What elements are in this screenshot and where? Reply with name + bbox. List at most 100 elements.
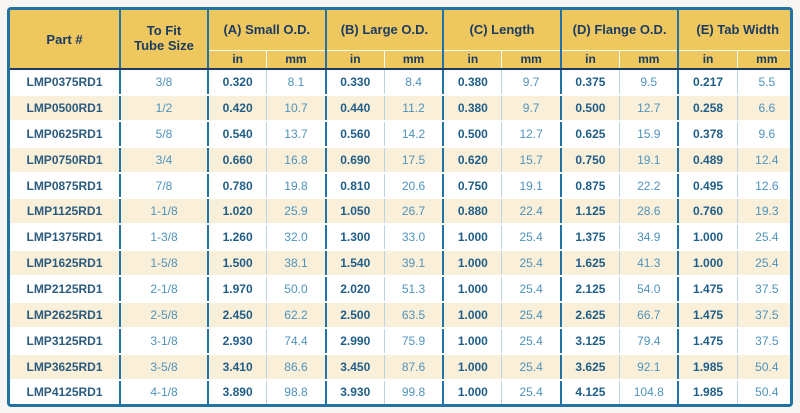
value-mm-cell: 19.3	[736, 198, 790, 226]
value-mm-cell: 5.5	[736, 69, 790, 96]
value-in-cell: 1.000	[442, 250, 502, 278]
value-mm-cell: 74.4	[266, 327, 326, 355]
unit-header-mm: mm	[736, 50, 790, 70]
value-mm-cell: 87.6	[383, 353, 444, 381]
value-mm-cell: 15.9	[619, 120, 679, 148]
value-in-cell: 1.000	[677, 250, 738, 278]
value-in-cell: 0.330	[324, 69, 385, 96]
value-mm-cell: 26.7	[383, 198, 444, 226]
value-mm-cell: 12.7	[619, 94, 679, 122]
value-in-cell: 1.000	[442, 327, 502, 355]
value-mm-cell: 33.0	[383, 224, 444, 252]
value-in-cell: 2.625	[559, 302, 620, 329]
part-number-cell: LMP0375RD1	[10, 69, 120, 96]
value-in-cell: 1.000	[442, 379, 502, 404]
value-mm-cell: 10.7	[266, 94, 326, 122]
value-in-cell: 1.050	[324, 198, 385, 226]
value-in-cell: 1.475	[677, 302, 738, 329]
value-in-cell: 0.380	[442, 69, 502, 96]
spec-table-container: Part # To Fit Tube Size (A) Small O.D. (…	[7, 7, 793, 407]
value-mm-cell: 22.2	[619, 172, 679, 200]
value-in-cell: 1.375	[559, 224, 620, 252]
table-row: LMP1375RD1 1-3/8 1.260 32.0 1.300 33.0 1.000 25…	[10, 224, 790, 252]
value-in-cell: 0.378	[677, 120, 738, 148]
part-number-cell: LMP0500RD1	[10, 94, 120, 122]
tube-size-cell: 5/8	[119, 120, 208, 148]
value-in-cell: 2.020	[324, 276, 385, 304]
part-number-cell: LMP1375RD1	[10, 224, 120, 252]
value-mm-cell: 51.3	[383, 276, 444, 304]
value-mm-cell: 79.4	[619, 327, 679, 355]
tube-size-label-line1: To Fit	[146, 23, 182, 39]
table-row: LMP1625RD1 1-5/8 1.500 38.1 1.540 39.1 1.000 25…	[10, 250, 790, 278]
column-header-part-number: Part #	[10, 10, 120, 70]
value-mm-cell: 34.9	[619, 224, 679, 252]
table-row: LMP3625RD1 3-5/8 3.410 86.6 3.450 87.6 1.000 25…	[10, 353, 790, 381]
tube-size-cell: 4-1/8	[119, 379, 208, 404]
value-mm-cell: 104.8	[619, 379, 679, 404]
value-mm-cell: 25.4	[736, 250, 790, 278]
value-mm-cell: 9.7	[501, 69, 561, 96]
value-in-cell: 0.420	[207, 94, 267, 122]
tube-size-cell: 3-5/8	[119, 353, 208, 381]
value-mm-cell: 25.4	[501, 302, 561, 329]
value-mm-cell: 37.5	[736, 302, 790, 329]
value-in-cell: 0.489	[677, 146, 738, 174]
table-row: LMP3125RD1 3-1/8 2.930 74.4 2.990 75.9 1.000 25…	[10, 327, 790, 355]
value-in-cell: 1.020	[207, 198, 267, 226]
column-header-group-large-od: (B) Large O.D.	[324, 10, 444, 51]
value-in-cell: 0.760	[677, 198, 738, 226]
value-mm-cell: 12.6	[736, 172, 790, 200]
value-in-cell: 1.475	[677, 276, 738, 304]
value-mm-cell: 9.7	[501, 94, 561, 122]
value-mm-cell: 41.3	[619, 250, 679, 278]
value-mm-cell: 54.0	[619, 276, 679, 304]
value-in-cell: 2.125	[559, 276, 620, 304]
value-in-cell: 0.625	[559, 120, 620, 148]
value-mm-cell: 9.5	[619, 69, 679, 96]
value-in-cell: 3.410	[207, 353, 267, 381]
group-header-row: Part # To Fit Tube Size (A) Small O.D. (…	[10, 10, 790, 70]
unit-header-in: in	[324, 50, 385, 70]
value-mm-cell: 9.6	[736, 120, 790, 148]
value-mm-cell: 32.0	[266, 224, 326, 252]
value-mm-cell: 19.8	[266, 172, 326, 200]
value-in-cell: 1.985	[677, 379, 738, 404]
value-mm-cell: 25.4	[501, 250, 561, 278]
table-row: LMP0875RD1 7/8 0.780 19.8 0.810 20.6 0.750 19.1…	[10, 172, 790, 200]
table-body: LMP0375RD1 3/8 0.320 8.1 0.330 8.4 0.380 9.7 0.3…	[10, 69, 790, 404]
value-in-cell: 1.540	[324, 250, 385, 278]
value-in-cell: 0.660	[207, 146, 267, 174]
value-in-cell: 1.500	[207, 250, 267, 278]
tube-size-cell: 1-3/8	[119, 224, 208, 252]
value-mm-cell: 50.4	[736, 379, 790, 404]
unit-header-in: in	[442, 50, 502, 70]
value-in-cell: 0.880	[442, 198, 502, 226]
column-header-group-flange-od: (D) Flange O.D.	[559, 10, 679, 51]
value-mm-cell: 8.1	[266, 69, 326, 96]
value-in-cell: 2.990	[324, 327, 385, 355]
value-in-cell: 0.780	[207, 172, 267, 200]
value-mm-cell: 62.2	[266, 302, 326, 329]
value-mm-cell: 25.4	[501, 327, 561, 355]
value-mm-cell: 98.8	[266, 379, 326, 404]
tube-size-cell: 3/4	[119, 146, 208, 174]
value-mm-cell: 15.7	[501, 146, 561, 174]
value-mm-cell: 25.4	[501, 353, 561, 381]
value-in-cell: 0.875	[559, 172, 620, 200]
part-number-cell: LMP1625RD1	[10, 250, 120, 278]
tube-size-cell: 2-5/8	[119, 302, 208, 329]
value-mm-cell: 66.7	[619, 302, 679, 329]
value-mm-cell: 63.5	[383, 302, 444, 329]
value-in-cell: 0.375	[559, 69, 620, 96]
value-mm-cell: 20.6	[383, 172, 444, 200]
part-number-cell: LMP0875RD1	[10, 172, 120, 200]
value-in-cell: 0.540	[207, 120, 267, 148]
value-mm-cell: 17.5	[383, 146, 444, 174]
value-mm-cell: 25.4	[501, 379, 561, 404]
value-mm-cell: 12.7	[501, 120, 561, 148]
value-in-cell: 0.620	[442, 146, 502, 174]
value-in-cell: 0.440	[324, 94, 385, 122]
table-row: LMP2625RD1 2-5/8 2.450 62.2 2.500 63.5 1.000 25…	[10, 302, 790, 329]
value-mm-cell: 8.4	[383, 69, 444, 96]
